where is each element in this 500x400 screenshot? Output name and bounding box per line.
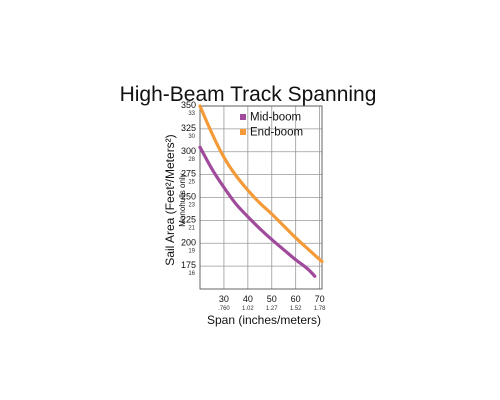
y-tick-sublabel: 30 — [188, 134, 195, 140]
legend-swatch-mid-boom — [240, 114, 246, 120]
chart-title: High-Beam Track Spanning — [120, 83, 377, 106]
plot-grid — [200, 105, 322, 289]
x-axis-ticks: 30 .760 40 1.02 50 1.27 60 1.52 70 1.78 — [218, 294, 326, 312]
legend-swatch-end-boom — [240, 129, 246, 135]
x-tick-sublabel: 1.27 — [266, 306, 278, 312]
x-tick-label: 70 — [315, 294, 325, 304]
x-tick-sublabel: 1.02 — [242, 306, 254, 312]
x-tick-label: 50 — [267, 294, 277, 304]
x-tick-sublabel: .760 — [218, 306, 230, 312]
x-tick-label: 30 — [219, 294, 229, 304]
y-tick-sublabel: 33 — [188, 111, 195, 117]
legend: Mid-boom End-boom — [240, 112, 303, 139]
legend-label-end-boom: End-boom — [250, 127, 303, 139]
legend-label-mid-boom: Mid-boom — [250, 112, 301, 124]
y-tick-label: 175 — [181, 260, 196, 270]
y-axis-label: Sail Area (Feet²/Meters²) — [163, 134, 177, 265]
x-tick-sublabel: 1.78 — [314, 306, 326, 312]
series-line-end-boom — [198, 104, 324, 264]
x-tick-sublabel: 1.52 — [290, 306, 302, 312]
y-tick-sublabel: 16 — [188, 271, 195, 277]
y-tick-label: 200 — [181, 237, 196, 247]
y-tick-label: 250 — [181, 192, 196, 202]
y-tick-label: 225 — [181, 214, 196, 224]
plot-frame — [199, 105, 323, 290]
y-tick-label: 275 — [181, 169, 196, 179]
y-tick-label: 325 — [181, 123, 196, 133]
y-tick-sublabel: 25 — [188, 180, 195, 186]
x-tick-label: 40 — [243, 294, 253, 304]
y-tick-sublabel: 21 — [188, 225, 195, 231]
y-tick-label: 300 — [181, 146, 196, 156]
y-tick-sublabel: 19 — [188, 248, 195, 254]
series-line-mid-boom — [198, 145, 317, 278]
y-tick-sublabel: 28 — [188, 157, 195, 163]
y-tick-sublabel: 23 — [188, 203, 195, 209]
series-layer — [198, 104, 324, 278]
x-tick-label: 60 — [291, 294, 301, 304]
x-axis-label: Span (inches/meters) — [207, 313, 321, 327]
y-tick-label: 350 — [181, 100, 196, 110]
y-axis-sublabel: Monohulls only — [178, 173, 187, 226]
